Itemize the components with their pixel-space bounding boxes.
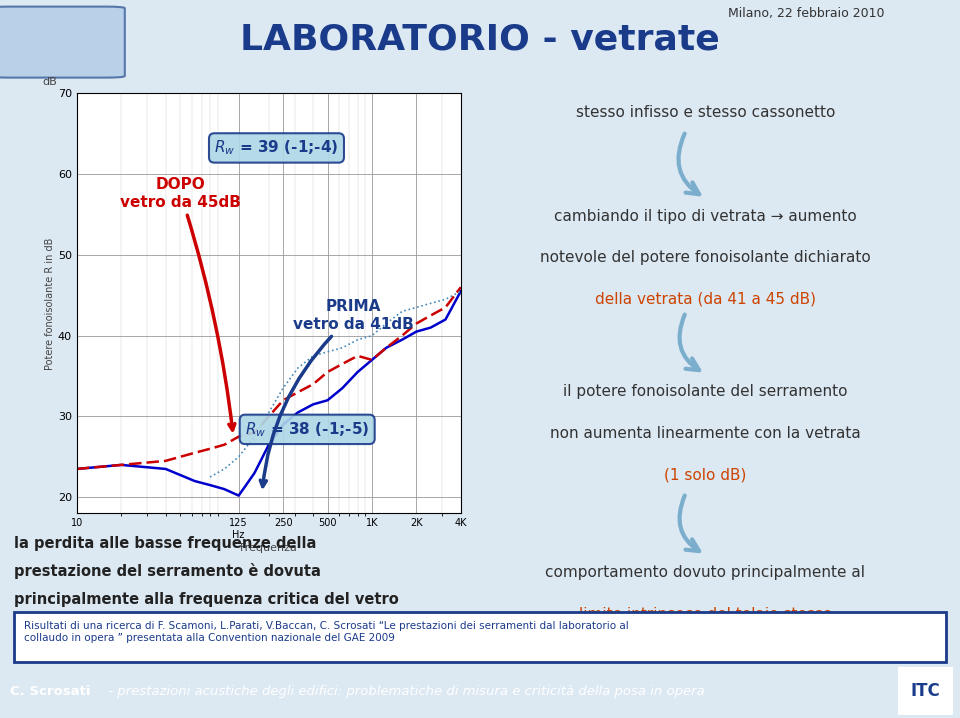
Text: della vetrata (da 41 a 45 dB): della vetrata (da 41 a 45 dB): [595, 292, 816, 307]
X-axis label: Frequenza: Frequenza: [240, 543, 298, 553]
Text: limite intrinseco del telaio stesso: limite intrinseco del telaio stesso: [579, 607, 832, 622]
Text: LABORATORIO - vetrate: LABORATORIO - vetrate: [240, 23, 720, 57]
Text: (1 solo dB): (1 solo dB): [664, 467, 747, 482]
Text: notevole del potere fonoisolante dichiarato: notevole del potere fonoisolante dichiar…: [540, 250, 871, 265]
Text: DOPO
vetro da 45dB: DOPO vetro da 45dB: [120, 177, 241, 430]
FancyBboxPatch shape: [14, 612, 946, 662]
Text: $R_w$ = 38 (-1;-5): $R_w$ = 38 (-1;-5): [245, 420, 370, 439]
Text: Risultati di una ricerca di F. Scamoni, L.Parati, V.Baccan, C. Scrosati “Le pres: Risultati di una ricerca di F. Scamoni, …: [24, 621, 629, 643]
Y-axis label: Potere fonoisolante R in dB: Potere fonoisolante R in dB: [45, 237, 55, 370]
Text: principalmente alla frequenza critica del vetro: principalmente alla frequenza critica de…: [14, 592, 398, 607]
Text: dB: dB: [42, 77, 57, 87]
Text: stesso infisso e stesso cassonetto: stesso infisso e stesso cassonetto: [576, 106, 835, 120]
Text: ITC: ITC: [911, 682, 940, 700]
Text: il potere fonoisolante del serramento: il potere fonoisolante del serramento: [564, 384, 848, 399]
Text: comportamento dovuto principalmente al: comportamento dovuto principalmente al: [545, 565, 865, 580]
Text: prestazione del serramento è dovuta: prestazione del serramento è dovuta: [14, 563, 321, 579]
Text: la perdita alle basse frequenze della: la perdita alle basse frequenze della: [14, 536, 317, 551]
Text: non aumenta linearmente con la vetrata: non aumenta linearmente con la vetrata: [550, 426, 861, 441]
Text: - prestazioni acustiche degli edifici: problematiche di misura e criticità della: - prestazioni acustiche degli edifici: p…: [104, 684, 705, 698]
FancyBboxPatch shape: [898, 668, 953, 715]
Text: Milano, 22 febbraio 2010: Milano, 22 febbraio 2010: [728, 6, 885, 19]
Text: cambiando il tipo di vetrata → aumento: cambiando il tipo di vetrata → aumento: [554, 209, 856, 223]
FancyBboxPatch shape: [0, 6, 125, 78]
Text: $R_w$ = 39 (-1;-4): $R_w$ = 39 (-1;-4): [214, 139, 339, 157]
Text: (materiale, geometria e tenuta): (materiale, geometria e tenuta): [584, 648, 828, 663]
Text: C. Scrosati: C. Scrosati: [10, 684, 90, 698]
Text: PRIMA
vetro da 41dB: PRIMA vetro da 41dB: [260, 299, 414, 487]
